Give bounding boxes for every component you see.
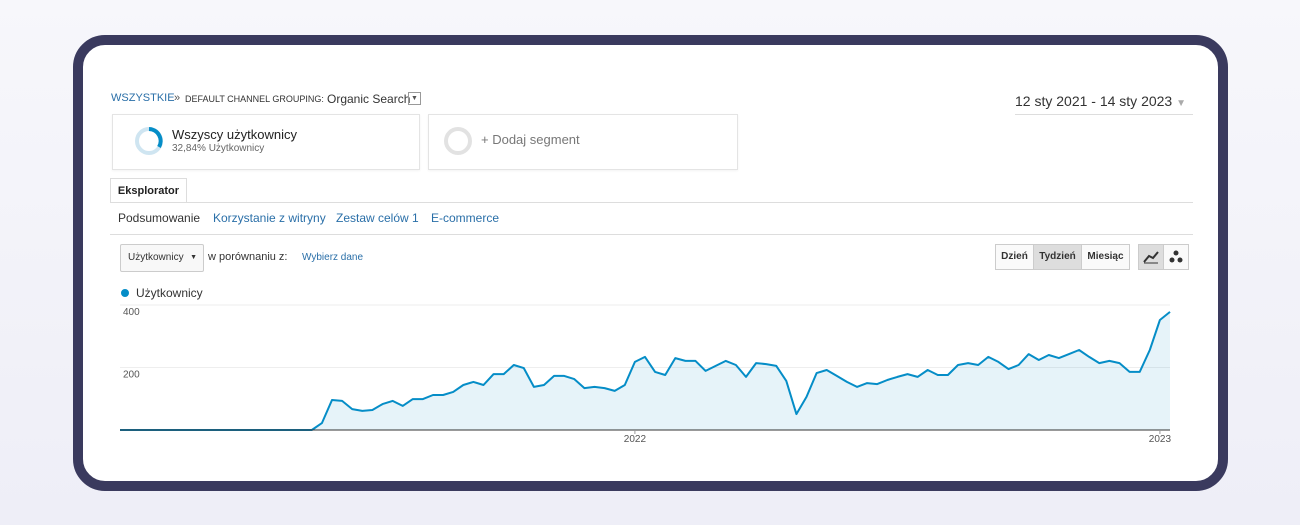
- period-button[interactable]: Dzień: [995, 244, 1034, 270]
- metric-select[interactable]: Użytkownicy ▼: [120, 244, 204, 272]
- breadcrumb-root[interactable]: WSZYSTKIE: [111, 92, 175, 104]
- subtab[interactable]: E-commerce: [431, 211, 500, 225]
- x-tick-label: 2023: [1149, 434, 1172, 445]
- segment-ring: [135, 127, 163, 155]
- add-segment[interactable]: + Dodaj segment: [428, 114, 738, 170]
- period-button[interactable]: Miesiąc: [1081, 244, 1130, 270]
- period-button[interactable]: Tydzień: [1033, 244, 1082, 270]
- segment-subtitle: 32,84% Użytkownicy: [172, 143, 265, 154]
- y-tick-label: 400: [123, 307, 140, 318]
- subtab[interactable]: Korzystanie z witryny: [213, 211, 326, 225]
- line-view[interactable]: [1138, 244, 1164, 270]
- divider: [110, 234, 1193, 235]
- date-range[interactable]: 12 sty 2021 - 14 sty 2023 ▼: [1015, 93, 1193, 115]
- divider: [110, 202, 1193, 203]
- segment[interactable]: Wszyscy użytkownicy 32,84% Użytkownicy: [112, 114, 420, 170]
- tab[interactable]: Eksplorator: [110, 178, 187, 203]
- pick-metric[interactable]: Wybierz dane: [302, 252, 364, 263]
- segment-title: + Dodaj segment: [481, 132, 580, 147]
- breadcrumb-dimension: DEFAULT CHANNEL GROUPING:: [185, 94, 324, 104]
- subtab[interactable]: Zestaw celów 1: [336, 211, 419, 225]
- legend-marker: [121, 289, 129, 297]
- metric-text: Użytkownicy: [128, 252, 184, 263]
- y-tick-label: 200: [123, 370, 140, 381]
- compare-label: w porównaniu z:: [208, 251, 288, 263]
- x-tick-label: 2022: [624, 434, 647, 445]
- breadcrumb-value: Organic Search: [327, 92, 411, 106]
- dropdown[interactable]: ▼: [408, 92, 421, 105]
- area: [120, 311, 1170, 430]
- date-text: 12 sty 2021 - 14 sty 2023: [1015, 93, 1173, 109]
- segment-ring: [444, 127, 472, 155]
- subtab[interactable]: Podsumowanie: [118, 211, 201, 225]
- motion-view[interactable]: [1163, 244, 1189, 270]
- legend-label: Użytkownicy: [136, 286, 203, 300]
- segment-title: Wszyscy użytkownicy: [172, 127, 297, 142]
- breadcrumb-sep: »: [174, 92, 181, 104]
